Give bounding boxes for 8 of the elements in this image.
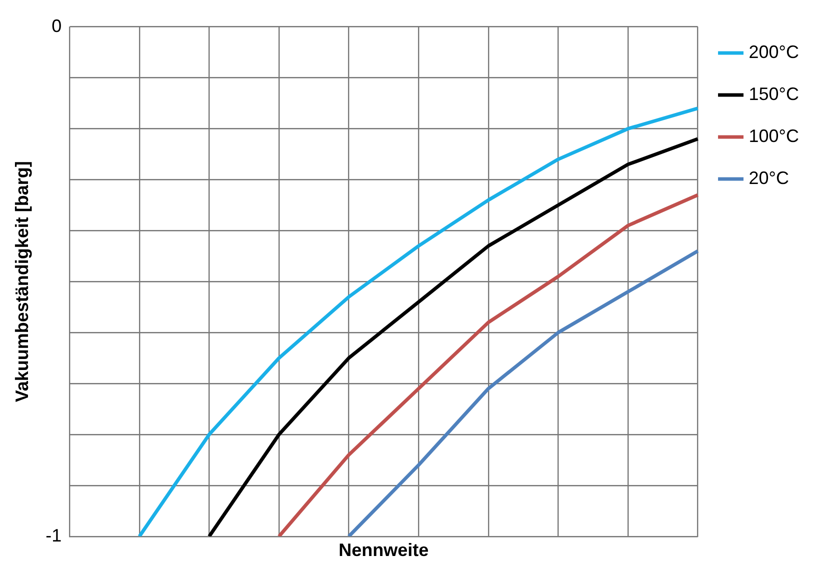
- y-tick-label: 0: [52, 16, 62, 36]
- legend-label: 100°C: [748, 126, 800, 146]
- legend-label: 200°C: [748, 42, 800, 62]
- x-axis-title: Nennweite: [338, 540, 429, 560]
- legend-label: 150°C: [748, 84, 800, 104]
- y-tick-label: -1: [46, 525, 62, 546]
- y-axis-title: Vakuumbeständigkeit [barg]: [12, 161, 32, 402]
- legend-label: 20°C: [748, 168, 789, 188]
